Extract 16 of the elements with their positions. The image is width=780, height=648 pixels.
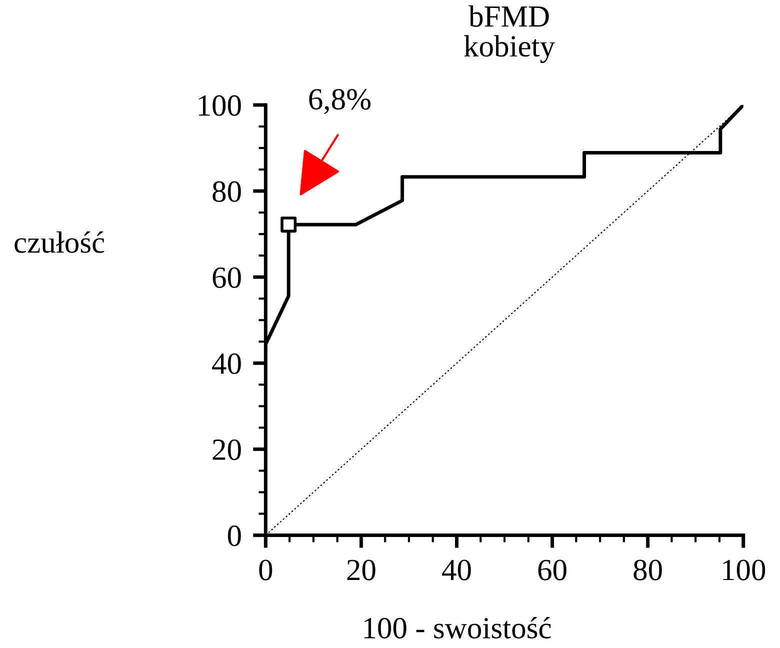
- x-tick-label: 60: [538, 560, 566, 580]
- x-tick-label: 40: [442, 560, 471, 580]
- x-tick-label: 0: [259, 560, 272, 580]
- annotation: 6,8%: [309, 88, 370, 114]
- y-tick-label: 80: [212, 181, 241, 202]
- x-axis-title: 100 - swoistość: [364, 616, 551, 639]
- y-tick-label: 40: [212, 353, 241, 374]
- y-axis-title: czułość: [14, 231, 104, 253]
- x-tick-label: 100: [723, 560, 766, 580]
- x-tick-label: 80: [634, 560, 662, 580]
- x-tick-label: 20: [347, 560, 376, 580]
- y-tick-label: 100: [198, 95, 241, 116]
- y-tick-label: 20: [212, 439, 241, 460]
- y-tick-label: 0: [228, 526, 241, 546]
- y-tick-label: 60: [212, 267, 241, 288]
- chart-title: bFMD kobiety: [464, 5, 555, 63]
